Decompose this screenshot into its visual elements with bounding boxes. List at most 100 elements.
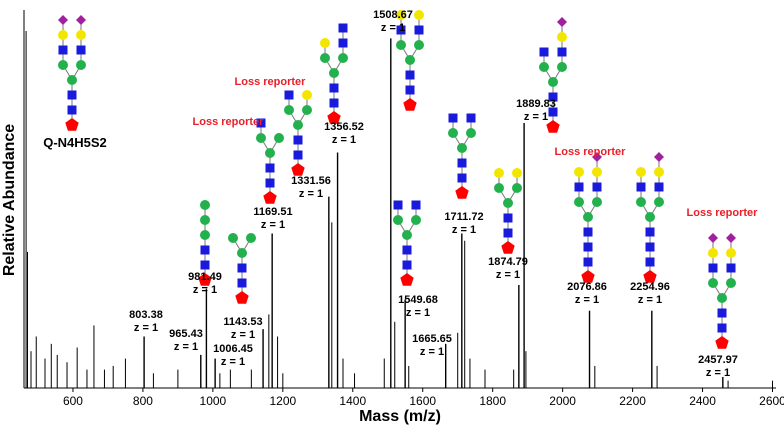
glcnac-symbol [557, 47, 567, 57]
sialic-symbol [76, 15, 86, 25]
glycan-symbols [58, 10, 736, 349]
mannose-symbol [396, 40, 406, 50]
peak-label: 1549.68 [398, 294, 438, 306]
glcnac-symbol [717, 308, 727, 318]
annotation: Loss reporter [555, 146, 627, 158]
galactose-symbol [592, 167, 602, 177]
glcnac-symbol [645, 242, 655, 252]
mannose-symbol [717, 293, 727, 303]
galactose-symbol [494, 168, 504, 178]
galactose-symbol [636, 167, 646, 177]
mannose-symbol [228, 233, 238, 243]
sialic-symbol [557, 17, 567, 27]
glcnac-symbol [405, 85, 415, 95]
glcnac-symbol [393, 200, 403, 210]
peak-label: 965.43 [169, 328, 203, 340]
peak-label: 1665.65 [412, 333, 452, 345]
charge-label: z = 1 [524, 111, 548, 123]
charge-label: z = 1 [420, 346, 444, 358]
mannose-symbol [246, 233, 256, 243]
glcnac-symbol [265, 163, 275, 173]
charge-label: z = 1 [496, 269, 520, 281]
mannose-symbol [466, 128, 476, 138]
charge-label: z = 1 [706, 367, 730, 379]
mannose-symbol [654, 197, 664, 207]
fucose-symbol [291, 163, 305, 176]
charge-label: z = 1 [381, 22, 405, 34]
glcnac-symbol [76, 45, 86, 55]
charge-label: z = 1 [231, 329, 255, 341]
fucose-symbol [501, 241, 515, 254]
mannose-symbol [539, 62, 549, 72]
charge-label: z = 1 [261, 219, 285, 231]
mannose-symbol [557, 62, 567, 72]
peak-label: 2457.97 [698, 354, 738, 366]
glcnac-symbol [548, 92, 558, 102]
x-axis-title: Mass (m/z) [359, 408, 441, 425]
mannose-symbol [76, 60, 86, 70]
x-tick-label: 1600 [409, 394, 436, 408]
x-tick-label: 1800 [479, 394, 506, 408]
glcnac-symbol [265, 178, 275, 188]
mannose-symbol [274, 133, 284, 143]
glcnac-symbol [237, 263, 247, 273]
mannose-symbol [512, 183, 522, 193]
charge-label: z = 1 [638, 294, 662, 306]
charge-label: z = 1 [332, 134, 356, 146]
fucose-symbol [400, 273, 414, 286]
glcnac-symbol [329, 83, 339, 93]
glcnac-symbol [645, 257, 655, 267]
galactose-symbol [396, 10, 406, 20]
sialic-symbol [654, 152, 664, 162]
glcnac-symbol [708, 263, 718, 273]
galactose-symbol [58, 30, 68, 40]
fucose-symbol [65, 118, 79, 131]
galactose-symbol [574, 167, 584, 177]
glcnac-symbol [726, 263, 736, 273]
mannose-symbol [494, 183, 504, 193]
x-tick-label: 2000 [549, 394, 576, 408]
galactose-symbol [726, 248, 736, 258]
charge-label: z = 1 [406, 307, 430, 319]
galactose-symbol [414, 10, 424, 20]
mannose-symbol [302, 105, 312, 115]
peak-label: 2254.96 [630, 281, 670, 293]
glcnac-symbol [338, 38, 348, 48]
glcnac-symbol [583, 257, 593, 267]
mannose-symbol [320, 53, 330, 63]
mannose-symbol [200, 200, 210, 210]
glcnac-symbol [200, 245, 210, 255]
glcnac-symbol [67, 90, 77, 100]
fucose-symbol [643, 270, 657, 283]
mannose-symbol [405, 55, 415, 65]
fucose-symbol [546, 120, 560, 133]
mannose-symbol [457, 143, 467, 153]
mannose-symbol [58, 60, 68, 70]
glcnac-symbol [583, 242, 593, 252]
mannose-symbol [708, 278, 718, 288]
x-tick-label: 2600 [759, 394, 784, 408]
glcnac-symbol [636, 182, 646, 192]
fucose-symbol [198, 273, 212, 286]
mannose-symbol [284, 105, 294, 115]
peak-label: 1169.51 [253, 206, 292, 218]
mannose-symbol [393, 215, 403, 225]
glcnac-symbol [457, 158, 467, 168]
x-tick-label: 800 [133, 394, 153, 408]
mannose-symbol [200, 215, 210, 225]
glcnac-symbol [402, 260, 412, 270]
x-tick-label: 600 [63, 394, 83, 408]
charge-label: z = 1 [575, 294, 599, 306]
glcnac-symbol [200, 260, 210, 270]
charge-label: z = 1 [299, 188, 323, 200]
glcnac-symbol [402, 245, 412, 255]
peak-label: 803.38 [129, 309, 163, 321]
mannose-symbol [583, 212, 593, 222]
charge-label: z = 1 [221, 356, 245, 368]
mannose-symbol [411, 215, 421, 225]
x-tick-label: 1400 [339, 394, 366, 408]
mannose-symbol [402, 230, 412, 240]
glcnac-symbol [405, 70, 415, 80]
fucose-symbol [581, 270, 595, 283]
